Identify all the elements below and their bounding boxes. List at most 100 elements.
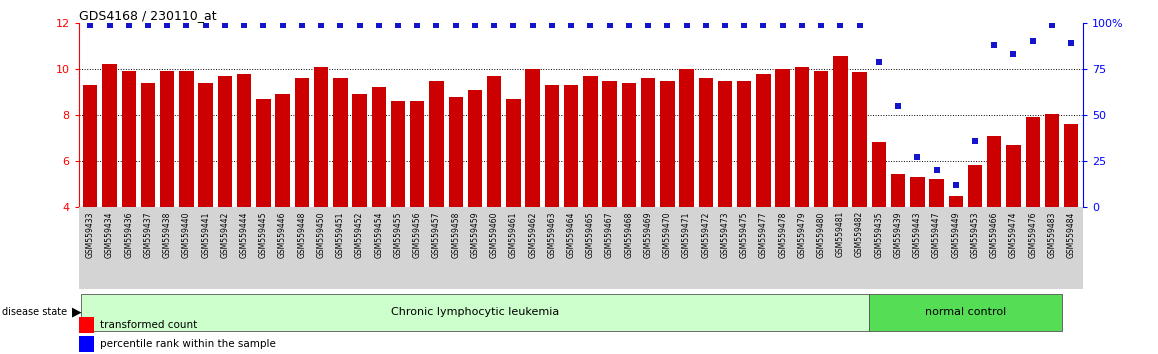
Point [908, 155, 926, 160]
Text: GSM559468: GSM559468 [624, 211, 633, 258]
Text: GSM559454: GSM559454 [374, 211, 383, 258]
Bar [276, 95, 290, 207]
Point [966, 138, 984, 144]
Text: GSM559458: GSM559458 [452, 211, 460, 258]
Point [293, 22, 312, 28]
Bar [930, 179, 944, 207]
Bar [334, 78, 347, 207]
Text: GSM559455: GSM559455 [394, 211, 403, 258]
Point [139, 22, 157, 28]
Text: GSM559480: GSM559480 [816, 211, 826, 258]
Text: GSM559444: GSM559444 [240, 211, 249, 258]
Text: GSM559439: GSM559439 [894, 211, 902, 258]
Point [581, 22, 600, 28]
Point [677, 22, 696, 28]
Text: GSM559445: GSM559445 [259, 211, 267, 258]
Text: GSM559471: GSM559471 [682, 211, 691, 258]
Text: GSM559443: GSM559443 [913, 211, 922, 258]
Point [331, 22, 350, 28]
Bar [141, 83, 155, 207]
Text: transformed count: transformed count [100, 320, 197, 330]
Text: percentile rank within the sample: percentile rank within the sample [100, 339, 276, 349]
Text: GSM559461: GSM559461 [508, 211, 518, 258]
Text: GSM559446: GSM559446 [278, 211, 287, 258]
Bar [526, 69, 540, 207]
Text: disease state: disease state [2, 307, 67, 318]
Bar [1064, 124, 1078, 207]
Bar [640, 78, 655, 207]
Text: GSM559452: GSM559452 [356, 211, 364, 258]
Bar [390, 101, 405, 207]
Point [1004, 51, 1023, 57]
Point [389, 22, 408, 28]
Bar [448, 97, 463, 207]
Point [235, 22, 254, 28]
Bar [314, 67, 329, 207]
Text: GSM559436: GSM559436 [124, 211, 133, 258]
Text: GSM559479: GSM559479 [798, 211, 806, 258]
Text: GSM559482: GSM559482 [855, 211, 864, 257]
Text: GSM559467: GSM559467 [606, 211, 614, 258]
Point [485, 22, 504, 28]
Bar [468, 90, 482, 207]
Bar [736, 80, 752, 207]
Point [985, 42, 1004, 48]
Bar [488, 76, 501, 207]
Point [812, 22, 830, 28]
Point [831, 22, 850, 28]
Text: GSM559476: GSM559476 [1028, 211, 1038, 258]
Point [600, 22, 618, 28]
Point [119, 22, 138, 28]
Point [1042, 22, 1061, 28]
Point [1062, 40, 1080, 46]
Bar [794, 67, 809, 207]
Bar [506, 99, 521, 207]
Text: GSM559447: GSM559447 [932, 211, 941, 258]
Bar [814, 72, 828, 207]
Text: GSM559434: GSM559434 [105, 211, 113, 258]
Bar [122, 72, 135, 207]
Point [946, 182, 965, 188]
Text: GSM559453: GSM559453 [970, 211, 980, 258]
Bar [352, 95, 367, 207]
Text: GSM559448: GSM559448 [298, 211, 307, 258]
Bar [660, 80, 674, 207]
Text: GSM559456: GSM559456 [412, 211, 422, 258]
Point [466, 22, 484, 28]
Point [523, 22, 542, 28]
Point [696, 22, 714, 28]
Bar [872, 142, 886, 207]
Text: GSM559449: GSM559449 [951, 211, 960, 258]
Bar [430, 80, 444, 207]
Point [543, 22, 562, 28]
Bar [372, 87, 386, 207]
Bar [987, 136, 1002, 207]
Point [350, 22, 368, 28]
Text: GSM559462: GSM559462 [528, 211, 537, 258]
Point [735, 22, 754, 28]
Bar [718, 80, 732, 207]
Point [273, 22, 292, 28]
Text: GSM559477: GSM559477 [758, 211, 768, 258]
Point [639, 22, 658, 28]
Text: GSM559441: GSM559441 [201, 211, 211, 258]
Point [870, 59, 888, 64]
Point [620, 22, 638, 28]
Bar [102, 64, 117, 207]
Text: GSM559437: GSM559437 [144, 211, 153, 258]
Text: GSM559460: GSM559460 [490, 211, 499, 258]
Text: GSM559457: GSM559457 [432, 211, 441, 258]
Point [369, 22, 388, 28]
Point [197, 22, 215, 28]
Text: GSM559474: GSM559474 [1009, 211, 1018, 258]
Bar [622, 83, 636, 207]
Text: GSM559435: GSM559435 [874, 211, 884, 258]
Text: normal control: normal control [925, 307, 1006, 318]
Text: GSM559469: GSM559469 [644, 211, 653, 258]
Point [312, 22, 330, 28]
Text: GSM559478: GSM559478 [778, 211, 787, 258]
Point [408, 22, 426, 28]
Point [504, 22, 522, 28]
Point [562, 22, 580, 28]
Bar [948, 195, 963, 207]
